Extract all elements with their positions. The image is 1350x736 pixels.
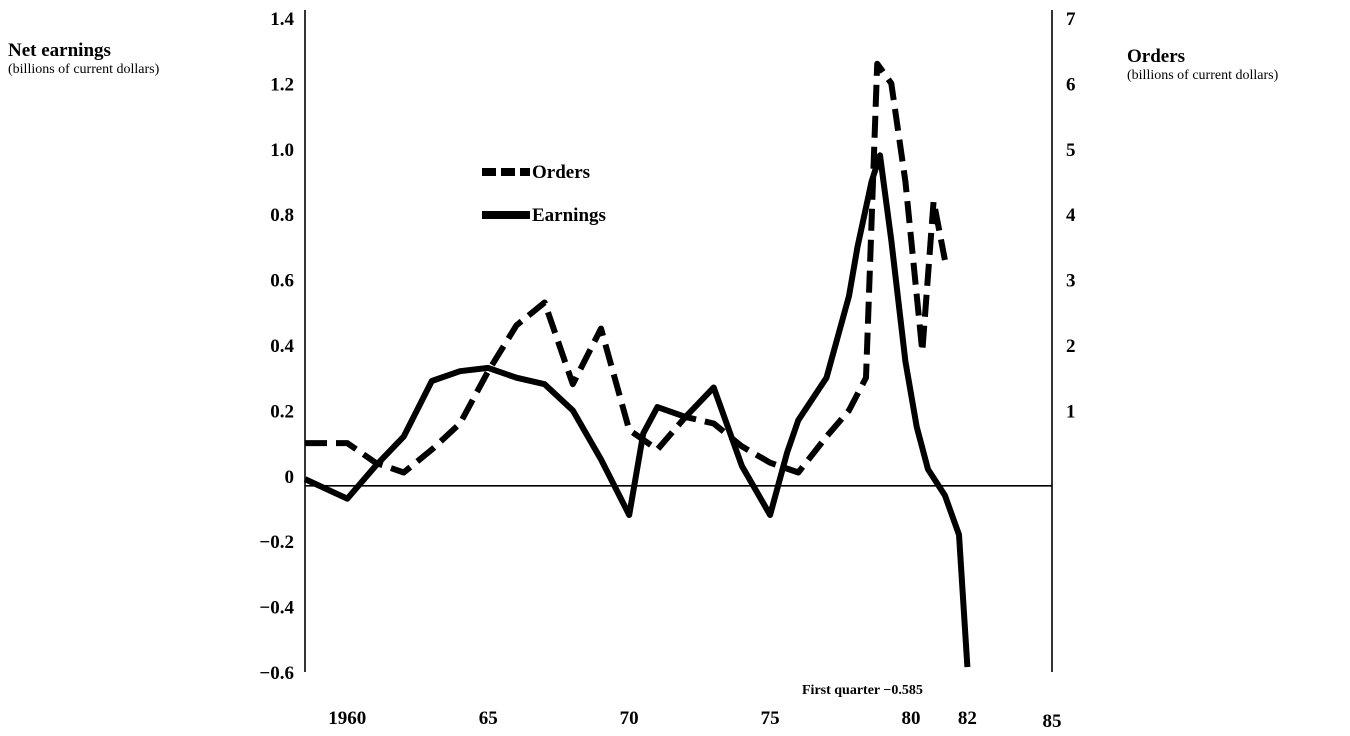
- right-tick-label: 4: [1066, 205, 1076, 226]
- x-tick-label: 1960: [328, 708, 366, 729]
- left-tick-label: −0.6: [259, 663, 294, 684]
- x-tick-label: 85: [1043, 711, 1062, 732]
- right-tick-label: 5: [1066, 140, 1076, 161]
- right-axis-title: Orders (billions of current dollars): [1127, 46, 1278, 84]
- first-quarter-annotation: First quarter −0.585: [802, 683, 923, 698]
- earnings-series-line: [303, 152, 971, 668]
- left-tick-label: −0.2: [259, 532, 294, 553]
- left-tick-label: 1.4: [270, 9, 294, 30]
- left-tick-label: 0.8: [270, 205, 294, 226]
- legend-earnings-label: Earnings: [532, 205, 606, 226]
- left-tick-label: 0.2: [270, 401, 294, 422]
- right-tick-label: 7: [1066, 9, 1076, 30]
- left-tick-label: 1.2: [270, 74, 294, 95]
- left-axis-title: Net earnings (billions of current dollar…: [8, 40, 159, 78]
- annotation-layer: First quarter −0.585: [802, 683, 923, 698]
- left-tick-label: 0: [285, 467, 295, 488]
- x-tick-label: 75: [761, 708, 780, 729]
- x-tick-label: 82: [958, 708, 977, 729]
- left-axis-sublabel: (billions of current dollars): [8, 62, 160, 77]
- orders-series-line: [305, 60, 948, 476]
- left-tick-label: −0.4: [259, 598, 294, 619]
- left-tick-label: 0.4: [270, 336, 294, 357]
- legend: Orders Earnings: [482, 162, 606, 226]
- left-tick-label: 0.6: [270, 271, 294, 292]
- right-tick-label: 6: [1066, 74, 1076, 95]
- left-axis-label: Net earnings: [8, 40, 111, 61]
- legend-orders-label: Orders: [532, 162, 590, 183]
- x-tick-label: 70: [620, 708, 639, 729]
- x-tick-label: 65: [479, 708, 498, 729]
- right-tick-label: 1: [1066, 401, 1076, 422]
- series-layer: [303, 60, 971, 668]
- right-tick-label: 2: [1066, 336, 1076, 357]
- left-tick-label: 1.0: [270, 140, 294, 161]
- axes-layer: 1.41.21.00.80.60.40.20−0.2−0.4−0.6765432…: [259, 9, 1076, 732]
- x-tick-label: 80: [902, 708, 921, 729]
- right-tick-label: 3: [1066, 271, 1076, 292]
- right-axis-sublabel: (billions of current dollars): [1127, 68, 1279, 83]
- right-axis-label: Orders: [1127, 46, 1186, 67]
